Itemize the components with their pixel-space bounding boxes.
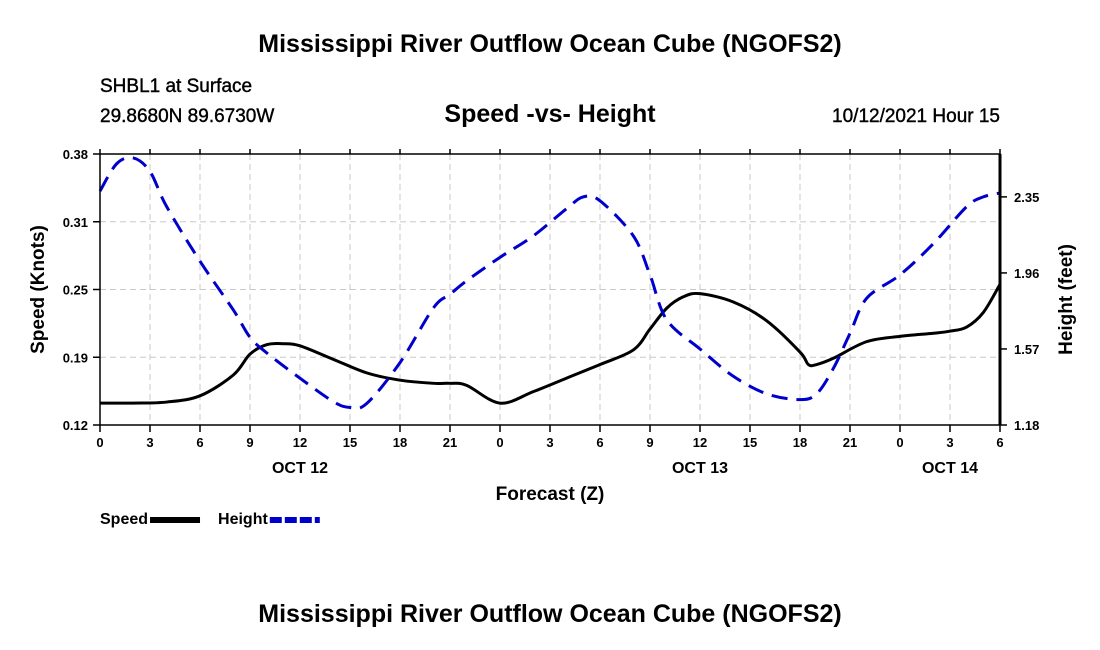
x-tick-label: 15	[343, 435, 357, 450]
station-coordinates: 29.8680N 89.6730W	[100, 106, 275, 127]
y-axis-title-left: Speed (Knots)	[28, 225, 49, 354]
x-tick-label: 3	[146, 435, 153, 450]
x-tick-label: 3	[546, 435, 553, 450]
series-layer	[98, 155, 1002, 410]
chart-subtitle: Speed -vs- Height	[444, 100, 656, 128]
x-tick-label: 18	[793, 435, 807, 450]
x-tick-label: 12	[293, 435, 307, 450]
x-tick-label: 6	[196, 435, 203, 450]
x-tick-label: 0	[496, 435, 503, 450]
x-tick-label: 15	[743, 435, 757, 450]
day-label: OCT 14	[922, 460, 978, 477]
x-tick-label: 0	[96, 435, 103, 450]
x-tick-label: 9	[246, 435, 253, 450]
legend: Speed Height	[100, 511, 320, 528]
chart-grid	[100, 154, 1000, 425]
x-tick-label: 9	[646, 435, 653, 450]
series-line-speed	[99, 283, 1002, 405]
y-tick-label-right: 2.35	[1014, 190, 1039, 205]
x-tick-label: 21	[843, 435, 857, 450]
y-tick-label-left: 0.25	[63, 283, 88, 298]
y-tick-label-left: 0.12	[63, 418, 88, 433]
footer-title: Mississippi River Outflow Ocean Cube (NG…	[258, 600, 842, 628]
y-tick-label-left: 0.31	[63, 215, 88, 230]
y-axis-title-right: Height (feet)	[1056, 244, 1077, 355]
x-tick-label: 21	[443, 435, 457, 450]
y-tick-label-right: 1.96	[1014, 266, 1039, 281]
day-label: OCT 13	[672, 460, 728, 477]
x-tick-label: 12	[693, 435, 707, 450]
axis-labels: 0 3 6 9 12 15 18 21 0 3 6 9 12 15 18 21 0 3 6 0.12 0.19 0.25 0…	[28, 147, 1077, 505]
x-tick-label: 0	[896, 435, 903, 450]
x-tick-label: 18	[393, 435, 407, 450]
legend-label-speed: Speed	[100, 511, 148, 528]
series-line-height	[98, 155, 1001, 410]
x-tick-label: 3	[946, 435, 953, 450]
y-tick-label-left: 0.19	[63, 350, 88, 365]
x-tick-label: 6	[596, 435, 603, 450]
forecast-date: 10/12/2021 Hour 15	[832, 106, 1000, 127]
x-axis-title: Forecast (Z)	[496, 484, 605, 505]
y-tick-label-left: 0.38	[63, 147, 88, 162]
chart-title: Mississippi River Outflow Ocean Cube (NG…	[258, 30, 842, 58]
axis-ticks	[93, 149, 1007, 432]
y-tick-label-right: 1.57	[1014, 342, 1039, 357]
day-label: OCT 12	[272, 460, 328, 477]
y-tick-label-right: 1.18	[1014, 418, 1039, 433]
station-name: SHBL1 at Surface	[100, 76, 253, 97]
x-tick-label: 6	[996, 435, 1003, 450]
legend-label-height: Height	[218, 511, 268, 528]
